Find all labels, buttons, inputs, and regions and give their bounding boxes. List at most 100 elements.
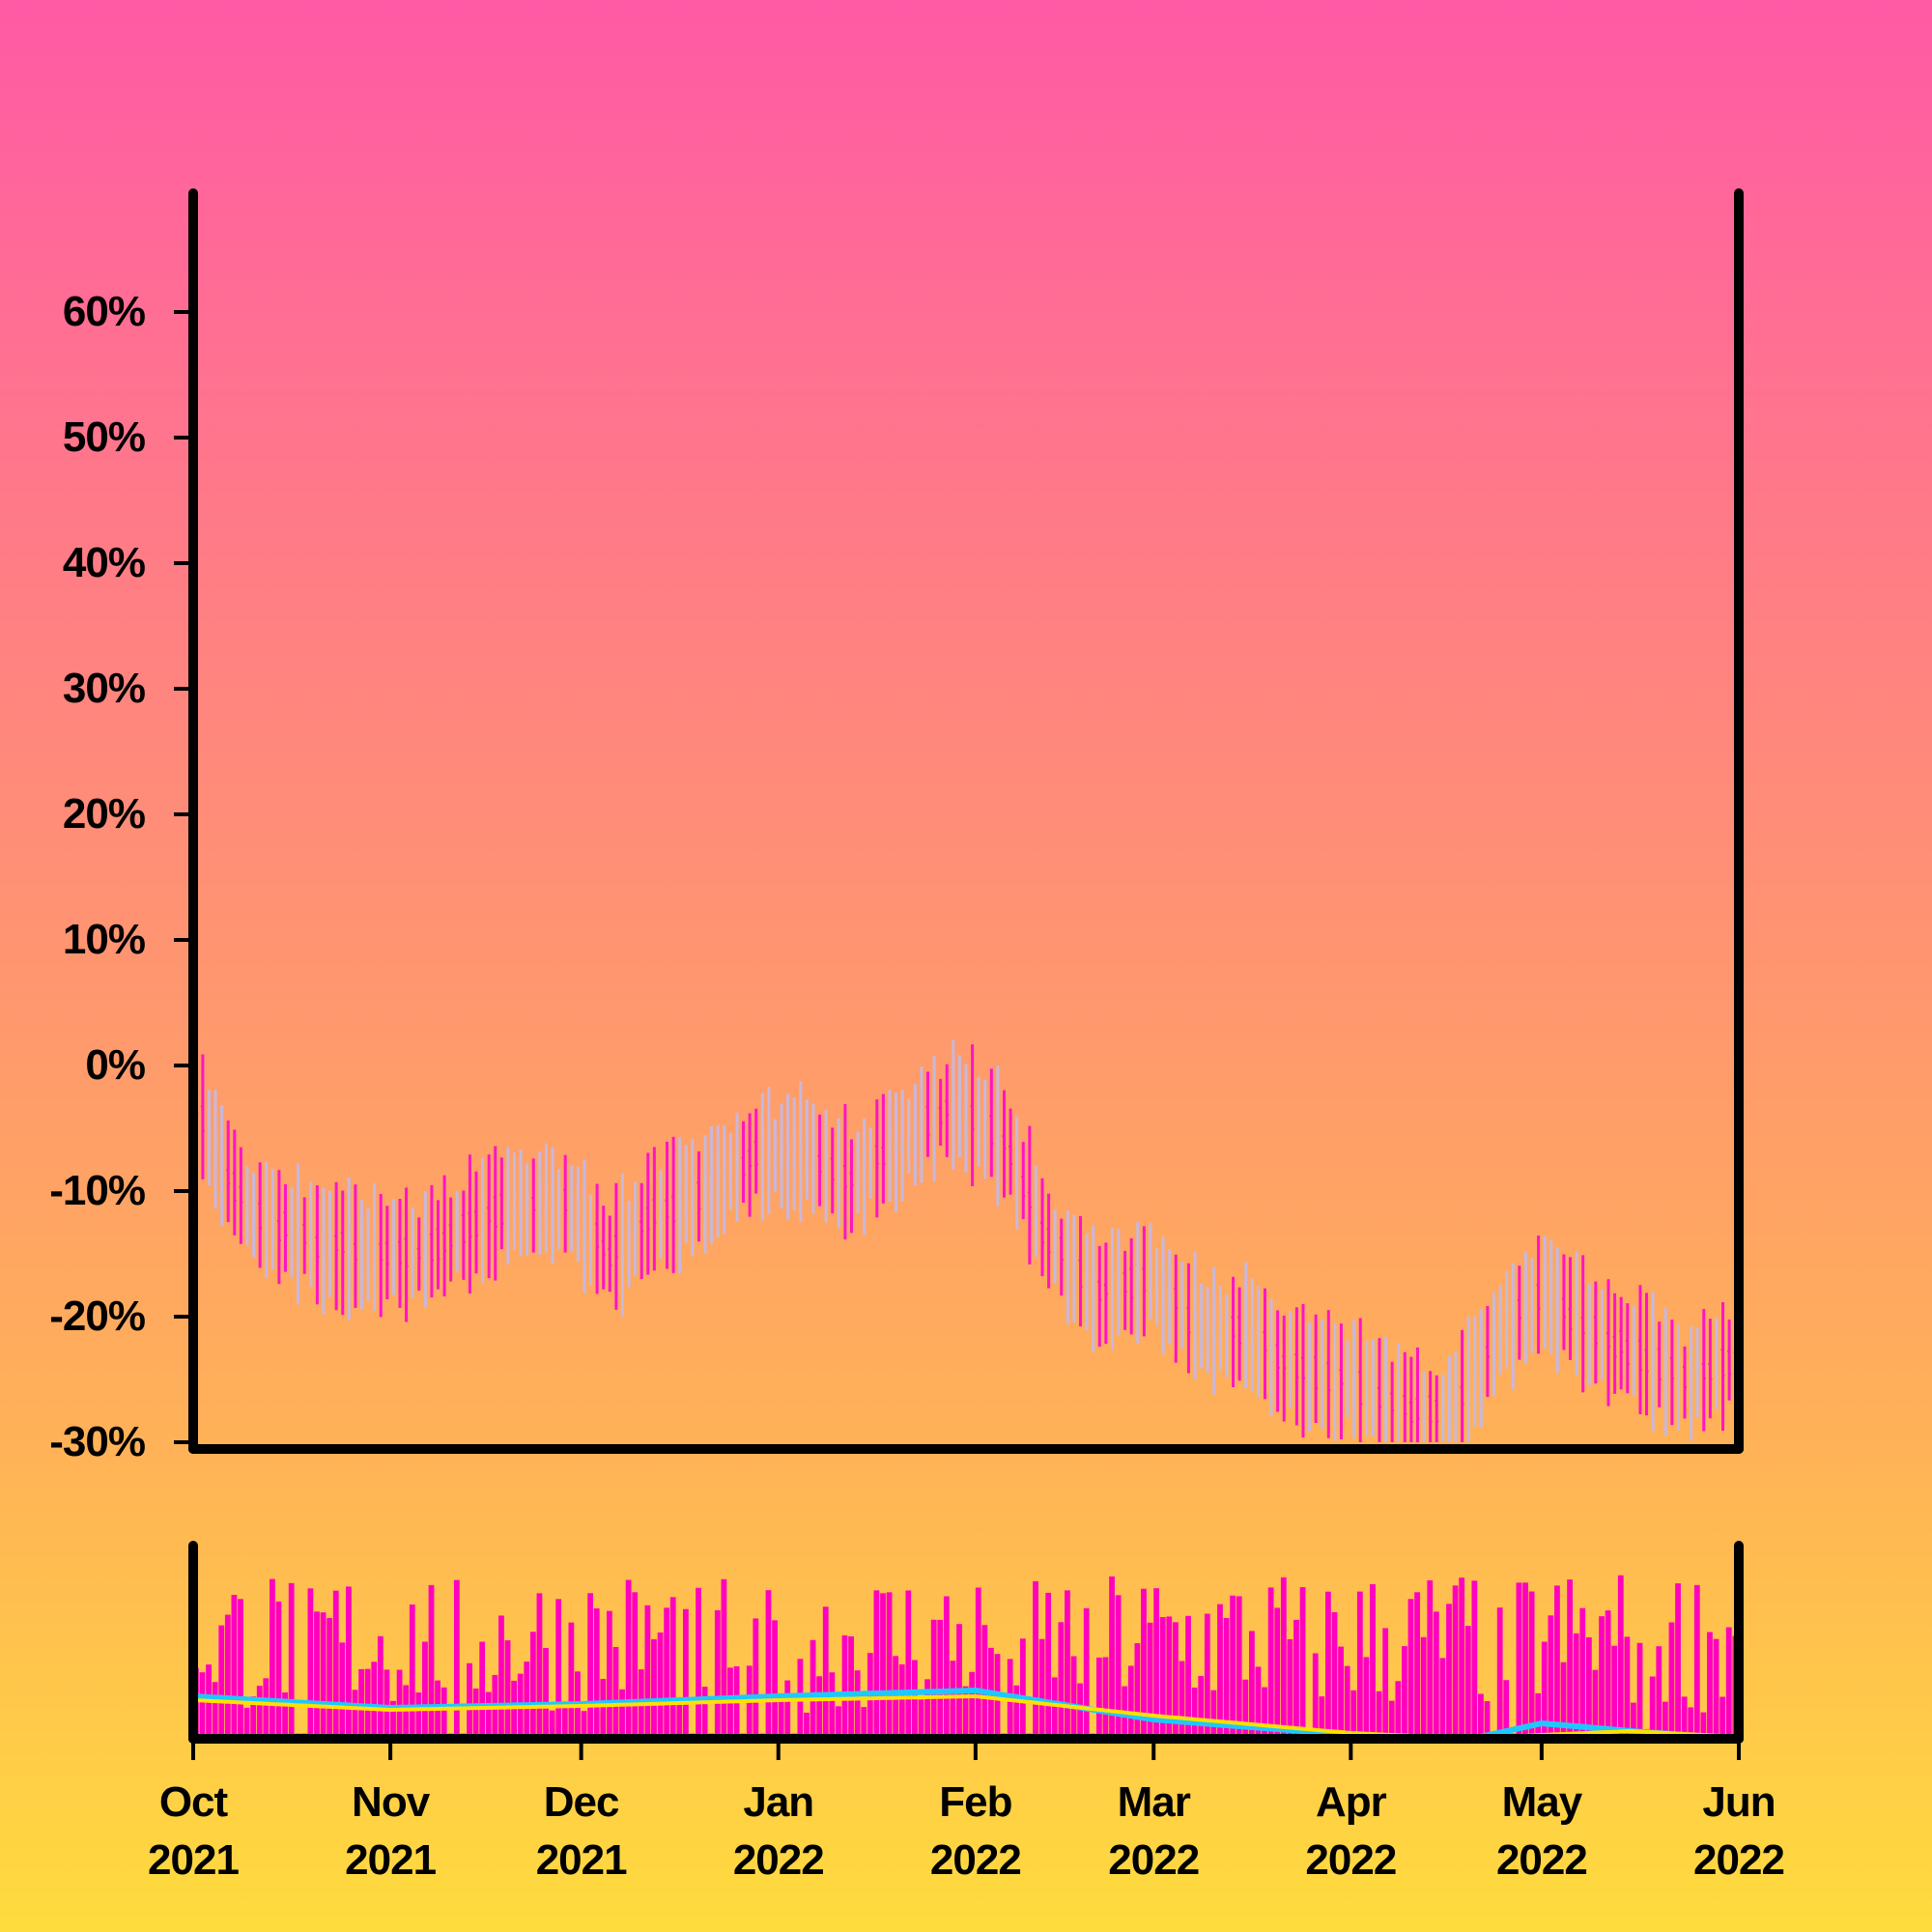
volume-bar <box>1019 1638 1026 1739</box>
x-tick-label-month: Oct <box>159 1778 229 1826</box>
volume-bar <box>854 1670 861 1739</box>
volume-bar <box>886 1592 893 1739</box>
volume-bar <box>676 1703 683 1739</box>
x-tick-label-year: 2021 <box>148 1836 239 1884</box>
volume-bar <box>282 1691 288 1739</box>
volume-bar <box>1452 1585 1459 1739</box>
volume-bar <box>1668 1622 1675 1739</box>
volume-bar <box>1033 1580 1038 1739</box>
volume-bar <box>587 1593 594 1739</box>
x-tick-label-year: 2022 <box>1496 1836 1587 1884</box>
y-tick-label: -20% <box>49 1293 145 1340</box>
volume-bar <box>440 1687 447 1739</box>
volume-bar <box>1516 1582 1522 1739</box>
volume-bar <box>339 1642 346 1739</box>
volume-bar <box>504 1640 511 1739</box>
volume-bar <box>1267 1587 1274 1739</box>
x-tick-label-year: 2022 <box>1305 1836 1396 1884</box>
volume-bar <box>1605 1610 1611 1739</box>
volume-bar <box>581 1711 587 1739</box>
volume-bar <box>1579 1607 1586 1739</box>
volume-bar <box>1395 1681 1402 1739</box>
volume-bar <box>1700 1712 1707 1739</box>
volume-bar <box>288 1582 295 1739</box>
y-tick-label: 40% <box>63 539 145 586</box>
panel-frames <box>188 188 1744 1744</box>
y-tick-label: 60% <box>63 288 145 335</box>
x-tick-label-year: 2021 <box>536 1836 627 1884</box>
volume-bar <box>327 1617 333 1739</box>
volume-bar <box>314 1611 320 1739</box>
volume-bar <box>1503 1680 1510 1739</box>
volume-bar <box>1065 1590 1070 1739</box>
volume-bar <box>1293 1619 1299 1739</box>
volume-bar <box>1198 1676 1205 1739</box>
volume-bar <box>778 1698 784 1739</box>
volume-bar <box>625 1579 632 1739</box>
volume-bar <box>1414 1592 1420 1739</box>
volume-bar <box>479 1641 486 1739</box>
volume-bar <box>848 1635 854 1739</box>
volume-bar <box>1675 1583 1681 1739</box>
volume-bar <box>371 1662 378 1739</box>
volume-bar <box>352 1690 358 1739</box>
x-tick-label-year: 2022 <box>1108 1836 1199 1884</box>
x-tick-label-month: Feb <box>939 1778 1011 1826</box>
x-tick-label-year: 2021 <box>345 1836 436 1884</box>
volume-bar <box>1262 1687 1267 1739</box>
volume-bar <box>1496 1607 1503 1739</box>
volume-bar <box>1420 1636 1427 1739</box>
volume-bar <box>810 1639 816 1739</box>
volume-bar <box>1191 1687 1198 1739</box>
volume-bar <box>1159 1617 1166 1739</box>
volume-bar <box>332 1590 339 1739</box>
volume-bar <box>600 1679 607 1739</box>
volume-bar <box>880 1593 886 1739</box>
volume-bar <box>1172 1622 1179 1739</box>
volume-bar <box>250 1696 257 1739</box>
volume-bar <box>453 1579 460 1739</box>
volume-bar <box>377 1635 384 1739</box>
volume-bar <box>270 1578 275 1739</box>
volume-bar <box>937 1619 944 1739</box>
volume-bar <box>644 1605 651 1739</box>
volume-bar <box>696 1587 701 1739</box>
volume-bar <box>1376 1690 1382 1739</box>
volume-bar <box>1624 1636 1631 1739</box>
volume-bar <box>1471 1580 1478 1739</box>
volume-bar <box>962 1686 969 1739</box>
volume-bar <box>243 1707 250 1739</box>
volume-bar <box>1573 1633 1579 1739</box>
volume-bar <box>256 1686 263 1739</box>
volume-bar <box>657 1632 664 1739</box>
volume-bar <box>1707 1632 1713 1739</box>
x-tick-label-month: Apr <box>1316 1778 1387 1826</box>
volume-bar <box>529 1632 536 1739</box>
volume-bar <box>536 1593 543 1739</box>
volume-bar <box>275 1601 282 1739</box>
volume-bar <box>593 1607 600 1739</box>
volume-bar <box>1725 1627 1732 1739</box>
volume-bar <box>841 1634 848 1739</box>
volume-bar <box>263 1678 270 1739</box>
volume-bar <box>664 1607 670 1739</box>
volume-bar <box>1560 1662 1567 1739</box>
volume-bar <box>1230 1595 1236 1739</box>
volume-bar <box>403 1685 410 1739</box>
volume-bar <box>555 1599 562 1739</box>
volume-bar <box>1662 1701 1668 1739</box>
volume-bar <box>822 1606 829 1739</box>
volume-bar <box>1522 1582 1528 1739</box>
price-y-axis: -30% -20% -10% 0% 10% 20% 30% 40% 50% 60% <box>49 288 189 1465</box>
volume-bar <box>1599 1616 1605 1739</box>
volume-bar <box>346 1586 352 1739</box>
volume-bar <box>1535 1692 1542 1739</box>
volume-bar <box>1592 1669 1599 1739</box>
y-tick-label: -30% <box>49 1418 145 1465</box>
volume-bar <box>682 1608 689 1739</box>
volume-bar <box>568 1622 575 1739</box>
volume-bar <box>651 1638 657 1739</box>
volume-bar <box>1083 1607 1090 1739</box>
y-tick-label: 0% <box>85 1041 145 1089</box>
volume-bar <box>1617 1575 1624 1739</box>
